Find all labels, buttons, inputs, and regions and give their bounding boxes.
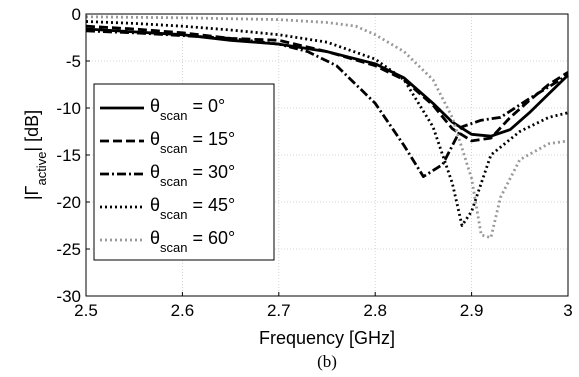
y-tick-label: -15 bbox=[56, 146, 81, 165]
series-lines bbox=[85, 15, 569, 240]
series-line-4 bbox=[85, 15, 569, 240]
tick-labels: 2.5 2.6 2.7 2.8 2.9 3 0 -5 -10 -15 -20 -25 -30 bbox=[56, 5, 572, 320]
y-axis-title: |Γactive| [dB] bbox=[22, 110, 49, 200]
ticks bbox=[85, 13, 569, 297]
y-tick-label: 0 bbox=[72, 5, 81, 24]
x-tick-label: 2.7 bbox=[267, 301, 291, 320]
x-tick-label: 3 bbox=[563, 301, 572, 320]
y-tick-label: -25 bbox=[56, 240, 81, 259]
y-tick-label: -20 bbox=[56, 193, 81, 212]
y-tick-label: -5 bbox=[66, 52, 81, 71]
figure-caption: (b) bbox=[317, 352, 337, 371]
legend-box bbox=[93, 83, 275, 261]
legend-label-4: θscan = 60° bbox=[150, 228, 235, 255]
x-tick-label: 2.8 bbox=[363, 301, 387, 320]
series-line-3 bbox=[85, 20, 569, 227]
legend-label-1: θscan = 15° bbox=[150, 129, 235, 156]
x-axis-title: Frequency [GHz] bbox=[259, 328, 395, 348]
legend-label-2: θscan = 30° bbox=[150, 162, 235, 189]
y-axis-title-suffix: | [dB] bbox=[22, 110, 42, 152]
y-axis-title-subscript: active bbox=[34, 152, 49, 186]
y-axis-title-prefix: |Γ bbox=[22, 185, 42, 200]
legend-label-3: θscan = 45° bbox=[150, 195, 235, 222]
series-line-2 bbox=[85, 29, 569, 179]
legend-label-0: θscan = 0° bbox=[150, 96, 225, 123]
legend: θscan = 0° θscan = 15° θscan = 30° θscan = … bbox=[93, 83, 275, 261]
y-tick-label: -10 bbox=[56, 99, 81, 118]
y-tick-label: -30 bbox=[56, 287, 81, 306]
x-tick-label: 2.6 bbox=[171, 301, 195, 320]
x-tick-label: 2.5 bbox=[74, 301, 98, 320]
x-tick-label: 2.9 bbox=[460, 301, 484, 320]
